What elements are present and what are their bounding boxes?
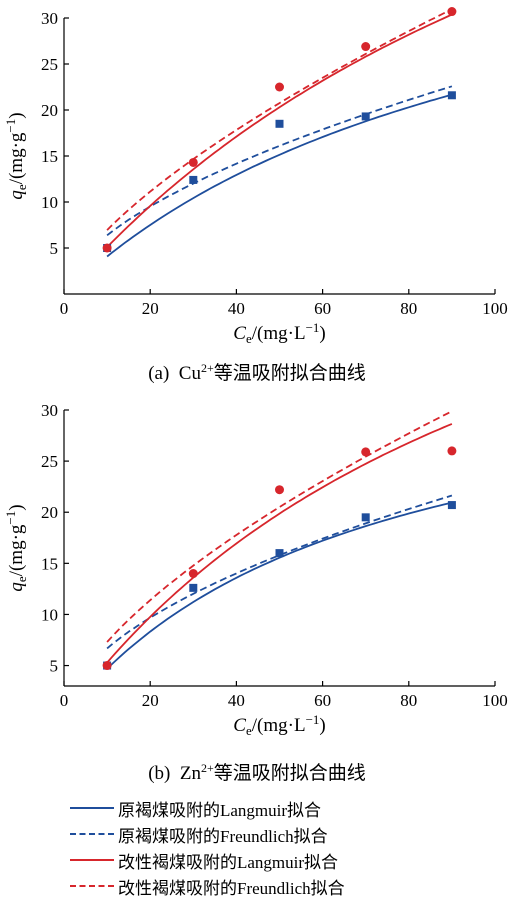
chart-b-point-square bbox=[361, 513, 370, 522]
legend-item-raw-freundlich: 原褐煤吸附的Freundlich拟合 bbox=[62, 821, 502, 847]
legend-label-raw-langmuir: 原褐煤吸附的Langmuir拟合 bbox=[118, 801, 322, 820]
chart-b-y-tick-label: 30 bbox=[41, 401, 58, 420]
legend-label-modified-langmuir: 改性褐煤吸附的Langmuir拟合 bbox=[118, 853, 339, 872]
chart-a-point-circle bbox=[188, 157, 198, 167]
chart-a-fit-line-0 bbox=[106, 93, 453, 258]
caption-b-ion: Zn bbox=[179, 763, 201, 784]
chart-a-point-square bbox=[361, 112, 370, 121]
chart-a-x-tick-label: 60 bbox=[314, 299, 331, 318]
legend-label-raw-freundlich: 原褐煤吸附的Freundlich拟合 bbox=[118, 827, 328, 846]
chart-b-x-tick-label: 0 bbox=[60, 691, 69, 710]
legend-swatch-raw-freundlich bbox=[70, 833, 114, 835]
chart-a-x-tick-label: 20 bbox=[142, 299, 159, 318]
chart-b-fit-line-3 bbox=[106, 410, 453, 643]
chart-a-y-tick-label: 20 bbox=[41, 101, 58, 120]
chart-a-y-axis-label: qe/(mg·g−1) bbox=[3, 112, 29, 199]
chart-b-x-tick-label: 40 bbox=[228, 691, 245, 710]
chart-b-y-axis-label: qe/(mg·g−1) bbox=[3, 504, 29, 591]
caption-a-ion: Cu bbox=[178, 363, 201, 384]
chart-a: 0 20 40 60 80 100 5 10 15 20 25 30 Ce/(mg·L−1) qe/(mg… bbox=[3, 7, 508, 346]
chart-a-y-tick-label: 5 bbox=[50, 239, 59, 258]
chart-b-point-circle bbox=[188, 569, 198, 579]
chart-b-y-tick-label: 5 bbox=[50, 657, 59, 676]
chart-a-y-tick-label: 15 bbox=[41, 147, 58, 166]
legend-label-modified-freundlich: 改性褐煤吸附的Freundlich拟合 bbox=[118, 879, 345, 898]
chart-a-x-tick-label: 0 bbox=[60, 299, 69, 318]
caption-a-text: 等温吸附拟合曲线 bbox=[213, 363, 366, 384]
chart-b-point-circle bbox=[275, 485, 284, 495]
chart-a-point-circle bbox=[361, 42, 371, 52]
legend-swatch-modified-langmuir bbox=[70, 859, 114, 861]
chart-a-point-circle bbox=[447, 7, 457, 17]
chart-a-point-circle bbox=[102, 243, 112, 253]
chart-b-y-tick-label: 10 bbox=[41, 605, 58, 624]
chart-a-point-circle bbox=[275, 82, 284, 92]
caption-b-label: (b) bbox=[148, 763, 171, 784]
chart-b-y-tick-label: 15 bbox=[41, 554, 58, 573]
chart-b-x-tick-label: 20 bbox=[142, 691, 159, 710]
chart-b-y-tick-label: 20 bbox=[41, 503, 58, 522]
chart-a-fit-line-2 bbox=[106, 13, 453, 248]
chart-b-point-circle bbox=[447, 446, 457, 456]
chart-b-point-square bbox=[447, 501, 456, 510]
caption-b: (b) Zn2+等温吸附拟合曲线 bbox=[0, 758, 514, 785]
chart-a-y-tick-label: 25 bbox=[41, 55, 58, 74]
caption-a-ion-charge: 2+ bbox=[200, 361, 214, 375]
chart-a-point-square bbox=[447, 91, 456, 100]
chart-a-point-square bbox=[275, 119, 284, 128]
chart-a-x-axis-label: Ce/(mg·L−1) bbox=[233, 320, 325, 346]
chart-b-y-tick-label: 25 bbox=[41, 452, 58, 471]
chart-b-point-square bbox=[189, 583, 198, 592]
legend-item-modified-langmuir: 改性褐煤吸附的Langmuir拟合 bbox=[62, 847, 502, 873]
chart-b: 0 20 40 60 80 100 5 10 15 20 25 30 Ce/(mg·L−1) qe/(mg… bbox=[3, 401, 508, 738]
chart-a-y-tick-label: 10 bbox=[41, 193, 58, 212]
caption-a: (a) Cu2+等温吸附拟合曲线 bbox=[0, 358, 514, 385]
chart-b-fit-line-1 bbox=[106, 494, 453, 650]
legend: 原褐煤吸附的Langmuir拟合 原褐煤吸附的Freundlich拟合 改性褐煤… bbox=[62, 795, 502, 899]
caption-a-label: (a) bbox=[148, 363, 170, 384]
chart-b-fit-line-2 bbox=[106, 423, 453, 664]
chart-b-x-tick-label: 80 bbox=[400, 691, 417, 710]
chart-a-y-tick-label: 30 bbox=[41, 9, 58, 28]
legend-item-raw-langmuir: 原褐煤吸附的Langmuir拟合 bbox=[62, 795, 502, 821]
chart-a-x-tick-label: 40 bbox=[228, 299, 245, 318]
chart-b-x-tick-label: 60 bbox=[314, 691, 331, 710]
chart-a-fit-line-3 bbox=[106, 8, 453, 231]
chart-a-fit-line-1 bbox=[106, 85, 453, 237]
chart-a-x-tick-label: 100 bbox=[482, 299, 508, 318]
chart-b-point-circle bbox=[361, 447, 371, 457]
chart-b-x-axis-label: Ce/(mg·L−1) bbox=[233, 712, 325, 738]
caption-b-text: 等温吸附拟合曲线 bbox=[213, 763, 366, 784]
chart-b-point-circle bbox=[102, 661, 112, 671]
chart-b-point-square bbox=[275, 549, 284, 558]
chart-a-point-square bbox=[189, 175, 198, 184]
chart-b-fit-line-0 bbox=[106, 501, 453, 670]
legend-swatch-modified-freundlich bbox=[70, 885, 114, 887]
caption-b-ion-charge: 2+ bbox=[200, 761, 214, 775]
chart-b-x-tick-label: 100 bbox=[482, 691, 508, 710]
chart-a-x-tick-label: 80 bbox=[400, 299, 417, 318]
legend-swatch-raw-langmuir bbox=[70, 807, 114, 809]
legend-item-modified-freundlich: 改性褐煤吸附的Freundlich拟合 bbox=[62, 873, 502, 899]
